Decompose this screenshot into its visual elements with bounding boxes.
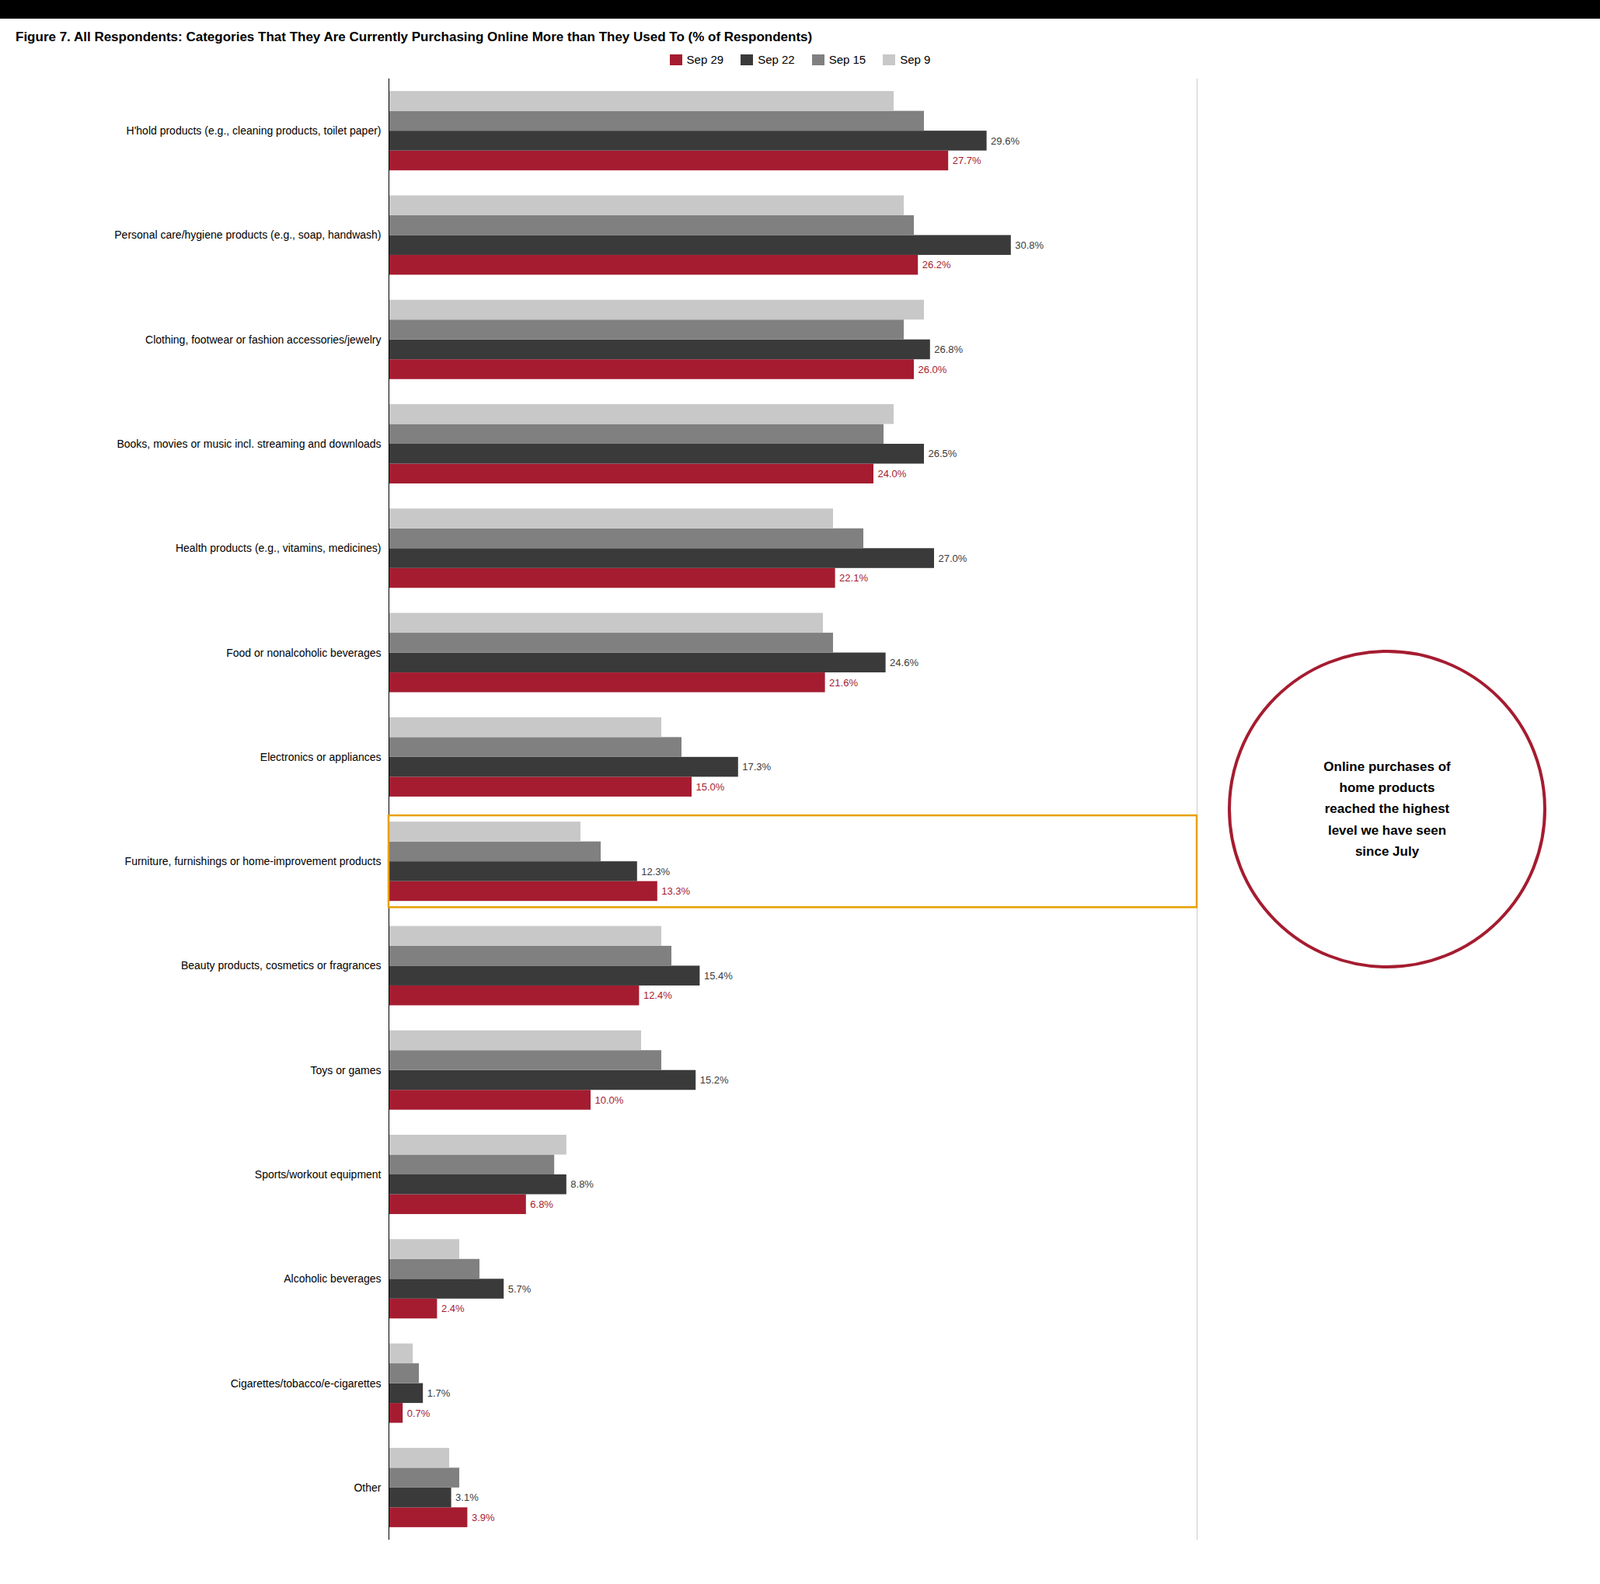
html-text:Sep 29: Sep 29 (686, 52, 724, 67)
svg-text:0.7%: 0.7% (407, 1407, 431, 1419)
svg-text:5.7%: 5.7% (508, 1282, 532, 1295)
svg-text:Toys or games: Toys or games (310, 1063, 381, 1077)
svg-text:26.8%: 26.8% (934, 343, 963, 356)
svg-text:3.9%: 3.9% (471, 1511, 495, 1524)
svg-text:Other: Other (353, 1481, 381, 1494)
svg-text:8.8%: 8.8% (570, 1178, 594, 1190)
svg-text:15.0%: 15.0% (696, 780, 726, 793)
svg-text:Personal care/hygiene products: Personal care/hygiene products (e.g., so… (114, 228, 381, 241)
svg-text:27.7%: 27.7% (952, 154, 982, 167)
html-text:Sep 9: Sep 9 (900, 52, 931, 67)
svg-text:Health products (e.g., vitamin: Health products (e.g., vitamins, medicin… (175, 541, 382, 555)
svg-text:29.6%: 29.6% (990, 135, 1020, 147)
html-text:Sep 15: Sep 15 (828, 52, 866, 67)
svg-text:Furniture, furnishings or home: Furniture, furnishings or home-improveme… (125, 854, 382, 868)
svg-text:15.4%: 15.4% (704, 969, 733, 982)
svg-text:30.8%: 30.8% (1014, 239, 1044, 251)
svg-text:Cigarettes/tobacco/e-cigarette: Cigarettes/tobacco/e-cigarettes (230, 1376, 382, 1390)
svg-text:Beauty products, cosmetics or: Beauty products, cosmetics or fragrances (181, 958, 382, 972)
html-text:Sep 22: Sep 22 (757, 52, 795, 67)
svg-text:12.3%: 12.3% (641, 865, 670, 878)
html-text:Figure 7. All Respondents: Cat: Figure 7. All Respondents: Categories Th… (15, 29, 813, 45)
svg-text:Clothing, footwear or fashion: Clothing, footwear or fashion accessorie… (145, 333, 381, 346)
svg-text:3.1%: 3.1% (455, 1491, 479, 1503)
svg-text:26.0%: 26.0% (918, 363, 948, 376)
svg-text:21.6%: 21.6% (829, 676, 858, 689)
svg-text:2.4%: 2.4% (441, 1302, 465, 1315)
svg-text:24.6%: 24.6% (889, 656, 919, 669)
svg-text:26.2%: 26.2% (922, 258, 952, 271)
svg-text:Electronics or appliances: Electronics or appliances (260, 750, 382, 764)
svg-text:13.3%: 13.3% (661, 885, 691, 897)
svg-text:27.0%: 27.0% (938, 552, 968, 565)
svg-text:15.2%: 15.2% (700, 1073, 729, 1086)
svg-text:H'hold products (e.g., cleanin: H'hold products (e.g., cleaning products… (126, 124, 382, 137)
svg-text:Sports/workout equipment: Sports/workout equipment (254, 1167, 382, 1181)
svg-text:26.5%: 26.5% (928, 447, 958, 460)
svg-text:17.3%: 17.3% (742, 760, 771, 773)
svg-text:24.0%: 24.0% (878, 467, 907, 480)
svg-text:Food or nonalcoholic beverages: Food or nonalcoholic beverages (226, 646, 381, 659)
svg-text:6.8%: 6.8% (529, 1198, 554, 1210)
svg-text:Alcoholic beverages: Alcoholic beverages (283, 1272, 381, 1285)
svg-text:22.1%: 22.1% (839, 571, 868, 584)
html-text:Online purchases of home produ: Online purchases of home products reache… (1323, 759, 1451, 859)
svg-text:Books, movies or music incl. s: Books, movies or music incl. streaming a… (116, 437, 381, 450)
svg-text:1.7%: 1.7% (427, 1387, 451, 1399)
svg-text:12.4%: 12.4% (643, 989, 673, 1001)
svg-text:10.0%: 10.0% (595, 1094, 624, 1106)
